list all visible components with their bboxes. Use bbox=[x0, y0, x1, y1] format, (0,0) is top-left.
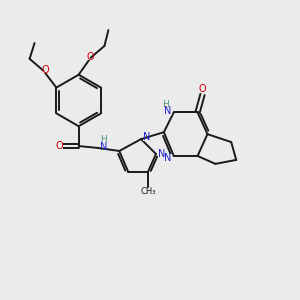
Bar bbox=[139, 188, 157, 196]
Text: H: H bbox=[163, 100, 169, 109]
Bar bbox=[100, 144, 107, 151]
Text: N: N bbox=[164, 106, 172, 116]
Bar bbox=[164, 154, 172, 161]
Bar bbox=[87, 53, 94, 60]
Bar bbox=[143, 134, 151, 141]
Text: O: O bbox=[55, 141, 63, 151]
Bar bbox=[199, 85, 206, 92]
Text: N: N bbox=[158, 149, 166, 159]
Text: CH₃: CH₃ bbox=[140, 187, 156, 196]
Text: O: O bbox=[87, 52, 94, 62]
Bar bbox=[164, 108, 172, 115]
Text: H: H bbox=[100, 135, 107, 144]
Bar bbox=[55, 142, 63, 149]
Text: N: N bbox=[143, 132, 151, 142]
Bar bbox=[158, 151, 166, 158]
Text: O: O bbox=[42, 65, 49, 75]
Bar bbox=[162, 101, 169, 108]
Text: N: N bbox=[100, 142, 107, 152]
Text: N: N bbox=[164, 153, 172, 163]
Bar bbox=[41, 66, 50, 73]
Bar bbox=[100, 136, 107, 142]
Text: O: O bbox=[199, 84, 206, 94]
